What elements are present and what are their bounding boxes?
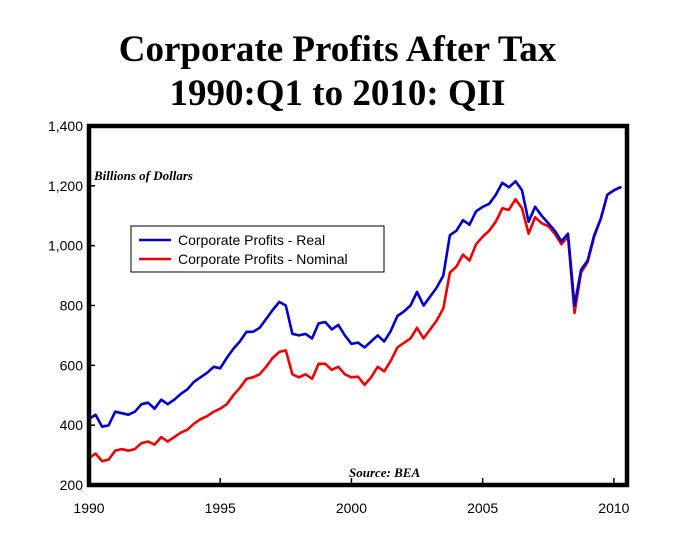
- y-tick-label: 1,200: [48, 178, 83, 194]
- legend-label-real: Corporate Profits - Real: [178, 232, 325, 248]
- x-tick-label: 2005: [467, 500, 498, 516]
- series-line-nominal: [87, 186, 622, 463]
- series-lines: [87, 180, 622, 463]
- y-axis-label: Billions of Dollars: [93, 168, 193, 183]
- y-tick-label: 400: [60, 417, 84, 433]
- y-tick-label: 1,000: [48, 238, 83, 254]
- plot-frame: [86, 123, 630, 488]
- y-tick-label: 1,400: [48, 118, 83, 134]
- x-axis: 1990 1995 2000 2005 2010: [73, 478, 630, 516]
- source-note: Source: BEA: [349, 465, 420, 480]
- chart-title: Corporate Profits After Tax: [118, 29, 557, 70]
- legend: Corporate Profits - Real Corporate Profi…: [130, 225, 385, 273]
- legend-label-nominal: Corporate Profits - Nominal: [178, 251, 348, 267]
- y-tick-label: 600: [60, 357, 84, 373]
- x-tick-label: 1995: [205, 500, 236, 516]
- y-tick-label: 800: [60, 298, 84, 314]
- chart-subtitle: 1990:Q1 to 2010: QII: [169, 73, 506, 114]
- legend-box: [130, 225, 385, 273]
- y-tick-label: 200: [60, 477, 84, 493]
- series-line-real: [87, 180, 622, 429]
- x-tick-label: 2000: [336, 500, 367, 516]
- x-tick-label: 2010: [598, 500, 629, 516]
- x-tick-label: 1990: [73, 500, 104, 516]
